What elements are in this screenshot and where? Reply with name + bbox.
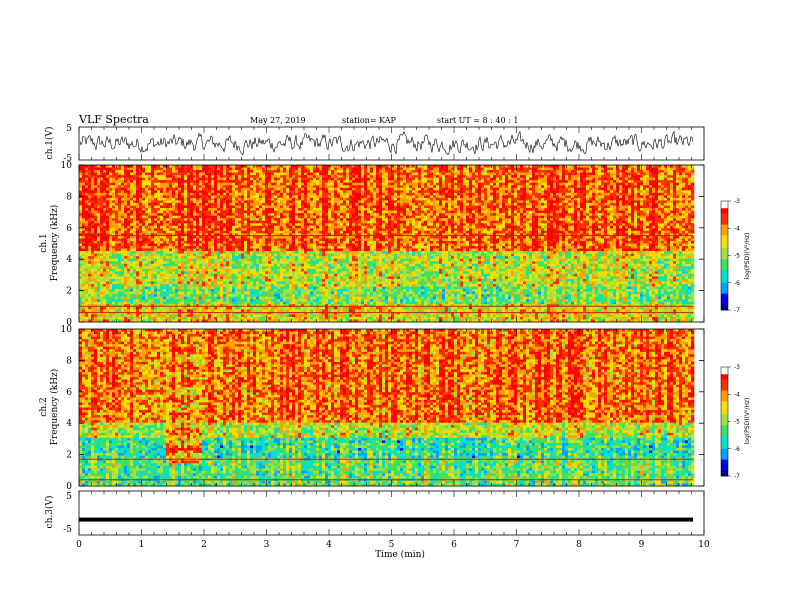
ch3-waveform-line	[79, 517, 693, 522]
colorbar-tick-label: -3	[734, 198, 740, 205]
spectrogram-ytick-label: 0	[66, 318, 72, 328]
x-tick-label: 2	[201, 540, 207, 550]
spectrogram-ytick-label: 10	[61, 161, 73, 171]
x-tick-label: 9	[639, 540, 645, 550]
x-tick-label: 5	[389, 540, 395, 550]
spectrogram-ytick-label: 8	[66, 192, 72, 202]
ch1-spectrogram-ylabel-channel: ch.1	[39, 233, 49, 252]
spectrogram-ytick-label: 4	[66, 419, 72, 429]
spectrogram-ytick-label: 2	[66, 451, 72, 461]
x-tick-label: 4	[326, 540, 332, 550]
spectrogram-ytick-label: 2	[66, 287, 72, 297]
ch1-waveform-line	[79, 130, 694, 156]
x-axis-label: Time (min)	[375, 549, 425, 560]
ch1-spectrogram-panel: 0 2 4 6 8 10 ch.1 Frequency (kHz)	[39, 161, 705, 328]
ch1-spectrogram-heatmap	[79, 165, 704, 323]
x-tick-label: 1	[139, 540, 145, 550]
colorbar-tick-label: -5	[734, 253, 740, 260]
ch1-waveform-ylabel: ch.1(V)	[44, 127, 55, 160]
ch2-colorbar-label: log(PSD)(V²/Hz)	[744, 398, 751, 445]
station-label: station= KAP	[342, 116, 397, 125]
colorbar-tick-label: -3	[734, 364, 740, 371]
spectrogram-ytick-label: 6	[66, 388, 72, 398]
spectrogram-ytick-label: 8	[66, 356, 72, 366]
colorbar-tick-label: -7	[734, 473, 740, 480]
ch3-waveform-ylabel: ch.3(V)	[44, 496, 55, 529]
date-label: May 27, 2019	[250, 116, 306, 125]
ch3-waveform-panel: 5 -5 ch.3(V)	[44, 490, 705, 536]
ch2-spectrogram-yticks: 0 2 4 6 8 10	[61, 325, 704, 492]
ch1-ytick-bottom: -5	[63, 154, 72, 164]
ch1-colorbar: -3 -4 -5 -6 -7 log(PSD)(V²/Hz)	[720, 198, 751, 314]
ch2-colorbar-ticks: -3 -4 -5 -6 -7	[728, 364, 740, 480]
x-tick-label: 6	[451, 540, 457, 550]
ch1-ytick-top: 5	[66, 124, 72, 134]
ch1-spectrogram-ylabel-frequency: Frequency (kHz)	[49, 205, 60, 282]
x-tick-label: 7	[514, 540, 520, 550]
figure-title: VLF Spectra	[78, 113, 149, 126]
ch2-colorbar: -3 -4 -5 -6 -7 log(PSD)(V²/Hz)	[720, 364, 751, 480]
colorbar-tick-label: -6	[734, 280, 740, 287]
ch1-waveform-panel: 5 -5 ch.1(V)	[44, 124, 705, 164]
colorbar-tick-label: -7	[734, 307, 740, 314]
ch1-colorbar-label: log(PSD)(V²/Hz)	[744, 233, 751, 280]
spectrogram-ytick-label: 4	[66, 255, 72, 265]
ch1-spectrogram-yticks: 0 2 4 6 8 10	[61, 161, 704, 328]
colorbar-tick-label: -6	[734, 446, 740, 453]
ch2-spectrogram-ylabel-channel: ch.2	[39, 397, 49, 416]
colorbar-tick-label: -5	[734, 419, 740, 426]
spectrogram-ytick-label: 0	[66, 482, 72, 492]
start-time-label: start UT = 8 : 40 : 1	[437, 116, 518, 125]
ch2-spectrogram-ylabel-frequency: Frequency (kHz)	[49, 369, 60, 446]
colorbar-tick-label: -4	[734, 225, 740, 232]
x-tick-label: 10	[698, 540, 710, 550]
x-tick-label: 3	[264, 540, 270, 550]
spectrogram-ytick-label: 10	[61, 325, 73, 335]
ch3-ytick-top: 5	[66, 492, 72, 502]
x-axis-tick-labels: 0 1 2 3 4 5 6 7 8 9 10	[76, 540, 710, 550]
x-tick-label: 0	[76, 540, 82, 550]
x-axis-ticks	[78, 127, 705, 535]
ch2-spectrogram-panel: 0 2 4 6 8 10 ch.2 Frequency (kHz)	[39, 325, 705, 492]
ch3-ytick-bottom: -5	[63, 525, 72, 535]
spectrogram-ytick-label: 6	[66, 224, 72, 234]
colorbar-tick-label: -4	[734, 391, 740, 398]
ch1-colorbar-ticks: -3 -4 -5 -6 -7	[728, 198, 740, 314]
ch2-spectrogram-heatmap	[79, 329, 704, 487]
x-tick-label: 8	[576, 540, 582, 550]
